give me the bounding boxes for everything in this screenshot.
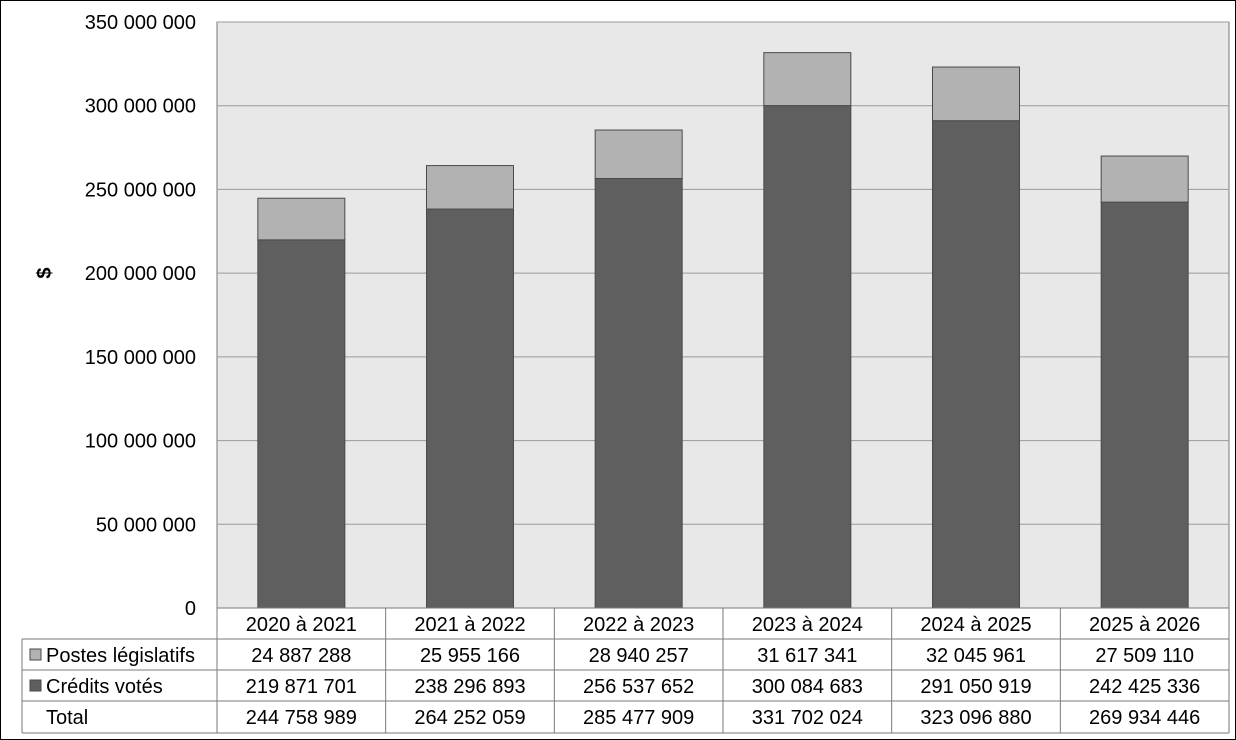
data-label-postes-legislatifs: 31 617 341 xyxy=(757,645,857,667)
data-label-credits-votes: 242 425 336 xyxy=(1089,676,1200,698)
data-label-total: 323 096 880 xyxy=(920,707,1031,729)
data-label-credits-votes: 219 871 701 xyxy=(246,676,357,698)
data-label-credits-votes: 300 084 683 xyxy=(752,676,863,698)
data-label-total: 269 934 446 xyxy=(1089,707,1200,729)
data-label-postes-legislatifs: 27 509 110 xyxy=(1095,645,1194,667)
legend-swatch-credits-votes xyxy=(29,679,42,692)
data-label-postes-legislatifs: 25 955 166 xyxy=(420,645,520,667)
x-tick-label: 2021 à 2022 xyxy=(414,614,525,636)
legend-label-credits-votes: Crédits votés xyxy=(46,676,163,698)
y-tick-label: 350 000 000 xyxy=(85,12,196,34)
bar-postes-legislatifs xyxy=(257,197,346,241)
bar-credits-votes xyxy=(763,105,852,609)
bar-postes-legislatifs xyxy=(932,66,1020,122)
y-tick-label: 150 000 000 xyxy=(85,347,196,369)
data-label-credits-votes: 256 537 652 xyxy=(583,676,694,698)
y-tick-label: 100 000 000 xyxy=(85,431,196,453)
bar-credits-votes xyxy=(1100,201,1189,609)
bar-credits-votes xyxy=(426,208,514,609)
bar-credits-votes xyxy=(257,239,346,609)
data-label-postes-legislatifs: 32 045 961 xyxy=(926,645,1026,667)
data-label-total: 331 702 024 xyxy=(752,707,863,729)
bar-credits-votes xyxy=(932,120,1020,609)
y-tick-label: 200 000 000 xyxy=(85,263,196,285)
data-label-credits-votes: 291 050 919 xyxy=(920,676,1031,698)
y-tick-label: 50 000 000 xyxy=(96,514,196,536)
table-label-total: Total xyxy=(46,707,88,729)
bar-postes-legislatifs xyxy=(426,165,514,210)
y-tick-label: 250 000 000 xyxy=(85,179,196,201)
x-tick-label: 2023 à 2024 xyxy=(752,614,863,636)
x-tick-label: 2025 à 2026 xyxy=(1089,614,1200,636)
data-label-total: 244 758 989 xyxy=(246,707,357,729)
legend-swatch-postes-legislatifs xyxy=(29,648,42,661)
y-tick-label: 0 xyxy=(185,598,196,620)
bar-postes-legislatifs xyxy=(1100,155,1189,203)
data-label-postes-legislatifs: 24 887 288 xyxy=(251,645,351,667)
y-tick-label: 300 000 000 xyxy=(85,96,196,118)
data-label-postes-legislatifs: 28 940 257 xyxy=(589,645,689,667)
bar-postes-legislatifs xyxy=(763,52,852,107)
x-tick-label: 2020 à 2021 xyxy=(246,614,357,636)
data-label-total: 264 252 059 xyxy=(414,707,525,729)
bar-postes-legislatifs xyxy=(594,129,683,179)
bar-credits-votes xyxy=(594,177,683,609)
data-label-total: 285 477 909 xyxy=(583,707,694,729)
x-tick-label: 2024 à 2025 xyxy=(920,614,1031,636)
data-label-credits-votes: 238 296 893 xyxy=(414,676,525,698)
y-axis-label: $ xyxy=(34,267,56,278)
x-tick-label: 2022 à 2023 xyxy=(583,614,694,636)
plot-area xyxy=(216,21,1230,609)
legend-label-postes-legislatifs: Postes législatifs xyxy=(46,645,195,667)
